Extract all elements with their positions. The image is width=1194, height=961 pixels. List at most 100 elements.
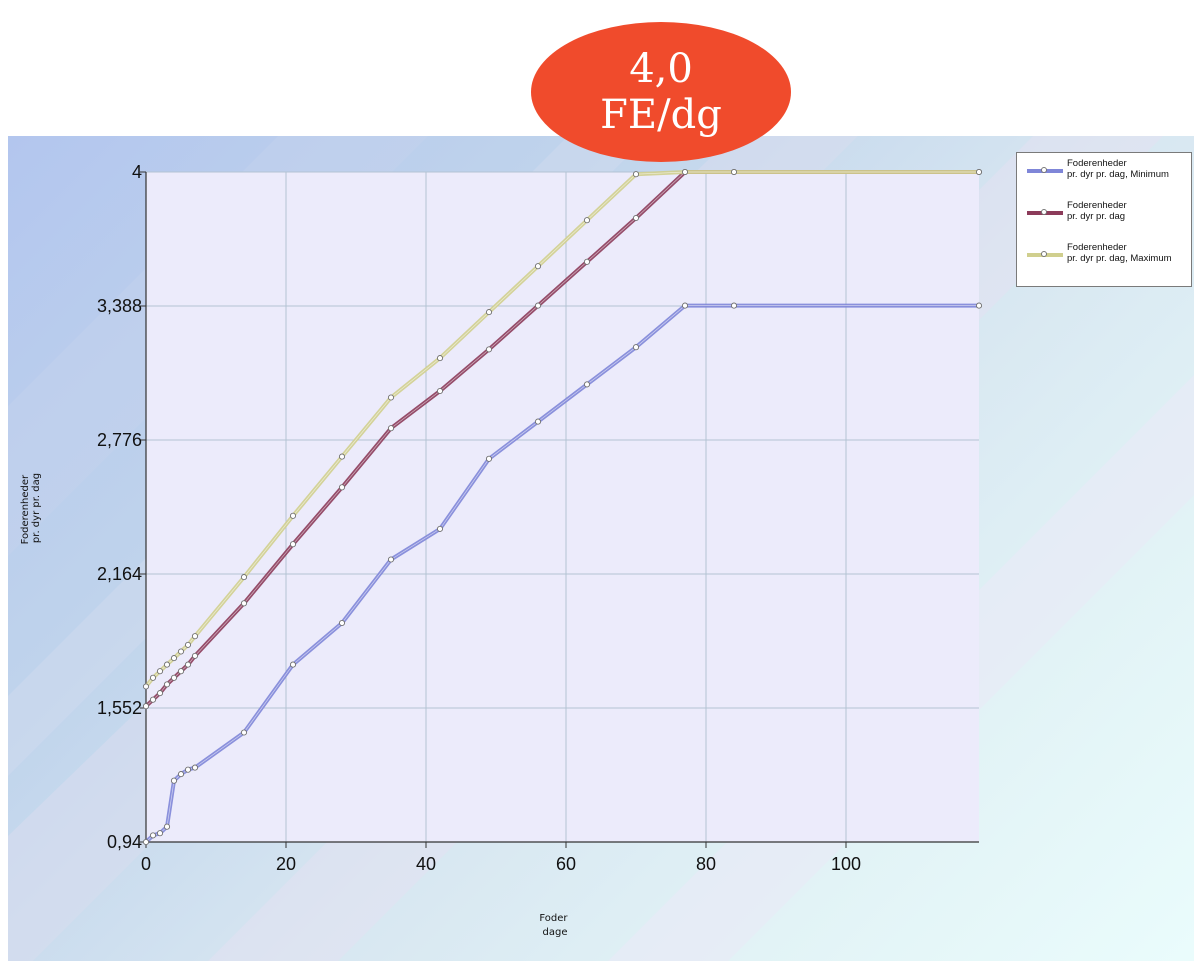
data-point-maximum-13 xyxy=(485,309,493,316)
badge-unit: FE/dg xyxy=(600,92,722,138)
data-point-average-10 xyxy=(338,484,346,491)
legend-swatch-minimum xyxy=(1027,167,1063,173)
data-point-maximum-3 xyxy=(163,661,171,668)
data-point-maximum-7 xyxy=(191,633,199,640)
x-tick-label-3: 60 xyxy=(556,854,576,874)
data-point-maximum-1 xyxy=(149,674,157,681)
data-point-minimum-17 xyxy=(681,302,689,309)
y-axis-title-line2: pr. dyr pr. dag xyxy=(31,473,42,543)
data-point-minimum-5 xyxy=(177,771,185,778)
data-point-minimum-14 xyxy=(534,418,542,425)
data-point-minimum-15 xyxy=(583,381,591,388)
legend-item-maximum: Foderenheder pr. dyr pr. dag, Maximum xyxy=(1017,239,1193,279)
data-point-average-14 xyxy=(534,302,542,309)
data-point-average-9 xyxy=(289,541,297,548)
data-point-minimum-0 xyxy=(142,838,150,846)
legend-item-average: Foderenheder pr. dyr pr. dag xyxy=(1017,197,1193,237)
data-point-average-16 xyxy=(632,214,640,222)
data-point-average-0 xyxy=(142,703,150,710)
y-tick-label-3: 2,776 xyxy=(97,430,142,450)
data-point-minimum-19 xyxy=(975,302,983,309)
data-point-average-12 xyxy=(436,387,444,395)
series-line-average xyxy=(144,170,979,708)
data-point-minimum-12 xyxy=(436,525,444,532)
data-point-minimum-10 xyxy=(338,619,346,627)
y-tick-label-2: 2,164 xyxy=(97,564,142,584)
grid-layer xyxy=(145,171,979,843)
series-line-maximum xyxy=(144,170,979,688)
data-point-maximum-10 xyxy=(338,453,346,460)
series-line-highlight-minimum xyxy=(145,305,979,843)
data-point-average-5 xyxy=(177,668,185,675)
data-point-maximum-16 xyxy=(632,171,640,178)
x-tick-label-4: 80 xyxy=(696,854,716,874)
data-point-minimum-1 xyxy=(149,832,157,839)
legend: Foderenheder pr. dyr pr. dag, Minimum Fo… xyxy=(1016,152,1192,287)
data-point-average-7 xyxy=(191,652,199,659)
value-badge: 4,0 FE/dg xyxy=(531,22,791,162)
data-point-maximum-0 xyxy=(142,683,150,690)
legend-swatch-maximum xyxy=(1027,251,1063,257)
data-point-average-11 xyxy=(387,425,395,432)
x-tick-label-1: 20 xyxy=(276,854,296,874)
data-point-minimum-7 xyxy=(191,764,199,771)
data-point-average-13 xyxy=(485,346,493,353)
data-point-minimum-11 xyxy=(387,556,395,563)
data-point-minimum-9 xyxy=(289,661,297,668)
x-axis-title: Foder dage xyxy=(539,913,570,938)
legend-label-minimum-line2: pr. dyr pr. dag, Minimum xyxy=(1067,169,1169,180)
x-axis-title-line2: dage xyxy=(543,927,568,938)
data-point-average-8 xyxy=(240,600,248,607)
legend-label-average: Foderenheder pr. dyr pr. dag xyxy=(1067,200,1191,222)
data-point-average-4 xyxy=(170,674,178,681)
data-point-minimum-6 xyxy=(184,766,192,773)
data-point-average-6 xyxy=(184,661,192,668)
data-point-average-1 xyxy=(149,696,157,703)
axis-layer xyxy=(140,171,979,848)
data-point-average-2 xyxy=(156,690,164,697)
data-point-minimum-4 xyxy=(170,777,178,784)
data-point-maximum-12 xyxy=(436,355,444,362)
x-tick-label-2: 40 xyxy=(416,854,436,874)
data-point-maximum-6 xyxy=(184,641,192,648)
data-point-average-15 xyxy=(583,258,591,265)
data-point-maximum-15 xyxy=(583,217,591,224)
data-point-minimum-8 xyxy=(240,729,248,736)
data-point-maximum-11 xyxy=(387,394,395,401)
data-point-average-3 xyxy=(163,681,171,688)
data-point-maximum-18 xyxy=(730,168,738,176)
series-line-highlight-average xyxy=(145,171,979,707)
data-point-minimum-18 xyxy=(730,302,738,309)
y-axis-title-line1: Foderenheder xyxy=(20,474,31,544)
legend-label-average-line1: Foderenheder xyxy=(1067,200,1127,211)
data-point-minimum-16 xyxy=(632,344,640,351)
legend-item-minimum: Foderenheder pr. dyr pr. dag, Minimum xyxy=(1017,155,1193,195)
data-point-maximum-19 xyxy=(975,168,983,176)
y-tick-label-0: 0,94 xyxy=(107,832,142,852)
data-point-minimum-13 xyxy=(485,455,493,462)
data-point-minimum-2 xyxy=(156,830,164,837)
series-line-highlight-maximum xyxy=(145,171,979,687)
legend-label-maximum-line1: Foderenheder xyxy=(1067,242,1127,253)
data-point-minimum-3 xyxy=(163,823,171,830)
legend-label-minimum: Foderenheder pr. dyr pr. dag, Minimum xyxy=(1067,158,1191,180)
data-point-maximum-8 xyxy=(240,574,248,581)
data-point-maximum-4 xyxy=(170,655,178,662)
data-point-maximum-9 xyxy=(289,512,297,519)
legend-label-average-line2: pr. dyr pr. dag xyxy=(1067,211,1126,222)
legend-swatch-average xyxy=(1027,209,1063,215)
data-point-maximum-17 xyxy=(681,168,689,176)
x-tick-label-0: 0 xyxy=(141,854,151,874)
legend-label-maximum-line2: pr. dyr pr. dag, Maximum xyxy=(1067,253,1172,264)
legend-label-maximum: Foderenheder pr. dyr pr. dag, Maximum xyxy=(1067,242,1191,264)
y-axis-title: Foderenheder pr. dyr pr. dag xyxy=(20,472,42,545)
y-tick-label-4: 3,388 xyxy=(97,296,142,316)
x-axis-title-line1: Foder xyxy=(539,913,568,924)
data-point-maximum-14 xyxy=(534,263,542,270)
y-tick-label-1: 1,552 xyxy=(97,698,142,718)
y-tick-label-5: 4 xyxy=(132,162,142,182)
badge-value: 4,0 xyxy=(629,46,693,92)
x-tick-label-5: 100 xyxy=(831,854,861,874)
